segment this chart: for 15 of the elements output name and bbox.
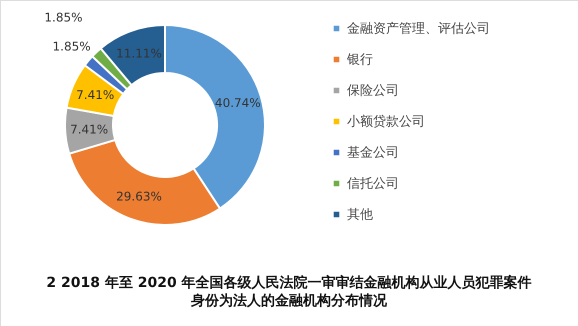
data-label: 7.41% bbox=[76, 88, 114, 102]
legend-label: 信托公司 bbox=[347, 176, 399, 192]
legend-label: 金融资产管理、评估公司 bbox=[347, 22, 490, 36]
legend-label: 小额贷款公司 bbox=[347, 114, 425, 130]
legend-label: 银行 bbox=[346, 52, 373, 68]
data-label: 40.74% bbox=[214, 96, 261, 110]
data-label: 11.11% bbox=[116, 46, 162, 61]
data-label: 1.85% bbox=[52, 40, 91, 54]
legend-label: 保险公司 bbox=[347, 84, 399, 98]
data-label: 7.41% bbox=[70, 122, 108, 136]
data-label: 29.63% bbox=[116, 189, 162, 204]
legend-label: 其他 bbox=[347, 208, 373, 222]
data-label: 1.85% bbox=[44, 10, 83, 24]
text: 2 2018 年至 2020 年全国各级人民法院一审审结金融机构从业人员犯罪案件身份为法人的金融机构分布情况 bbox=[46, 274, 532, 309]
legend-label: 基金公司 bbox=[347, 146, 399, 160]
